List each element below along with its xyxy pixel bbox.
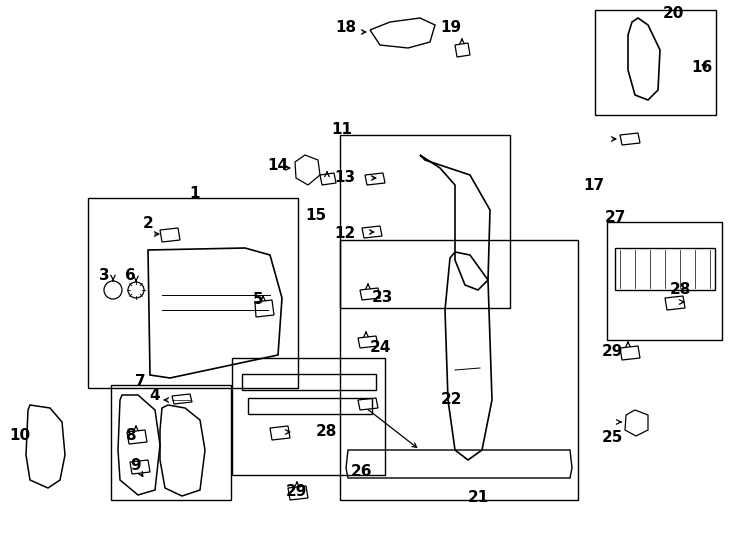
Text: 1: 1 bbox=[190, 186, 200, 201]
Text: 28: 28 bbox=[669, 281, 691, 296]
Text: 27: 27 bbox=[604, 211, 625, 226]
Text: 29: 29 bbox=[286, 484, 307, 500]
Text: 24: 24 bbox=[369, 340, 390, 354]
Bar bbox=[111, 385, 231, 500]
Text: 4: 4 bbox=[150, 388, 160, 402]
Text: 14: 14 bbox=[267, 158, 288, 172]
Text: 17: 17 bbox=[584, 178, 605, 192]
Text: 5: 5 bbox=[252, 293, 264, 307]
Text: 28: 28 bbox=[316, 424, 337, 440]
Text: 29: 29 bbox=[601, 345, 622, 360]
Bar bbox=[607, 222, 722, 340]
Bar bbox=[232, 358, 385, 475]
Text: 10: 10 bbox=[10, 428, 31, 442]
Text: 12: 12 bbox=[335, 226, 356, 240]
Bar bbox=[340, 240, 578, 500]
Text: 11: 11 bbox=[332, 123, 352, 138]
Text: 2: 2 bbox=[142, 217, 153, 232]
Bar bbox=[88, 198, 298, 388]
Text: 13: 13 bbox=[335, 171, 355, 186]
Text: 20: 20 bbox=[662, 5, 683, 21]
Text: 25: 25 bbox=[601, 429, 622, 444]
Text: 21: 21 bbox=[468, 489, 489, 504]
Text: 23: 23 bbox=[371, 291, 393, 306]
Text: 3: 3 bbox=[98, 267, 109, 282]
Text: 9: 9 bbox=[131, 458, 142, 474]
Bar bbox=[340, 135, 510, 308]
Text: 7: 7 bbox=[134, 375, 145, 389]
Text: 8: 8 bbox=[125, 429, 135, 443]
Text: 15: 15 bbox=[305, 207, 327, 222]
Text: 26: 26 bbox=[350, 464, 371, 480]
Bar bbox=[595, 10, 716, 115]
Text: 16: 16 bbox=[691, 60, 713, 76]
Text: 18: 18 bbox=[335, 19, 357, 35]
Text: 22: 22 bbox=[440, 393, 462, 408]
Text: 19: 19 bbox=[440, 19, 462, 35]
Text: 6: 6 bbox=[125, 267, 135, 282]
